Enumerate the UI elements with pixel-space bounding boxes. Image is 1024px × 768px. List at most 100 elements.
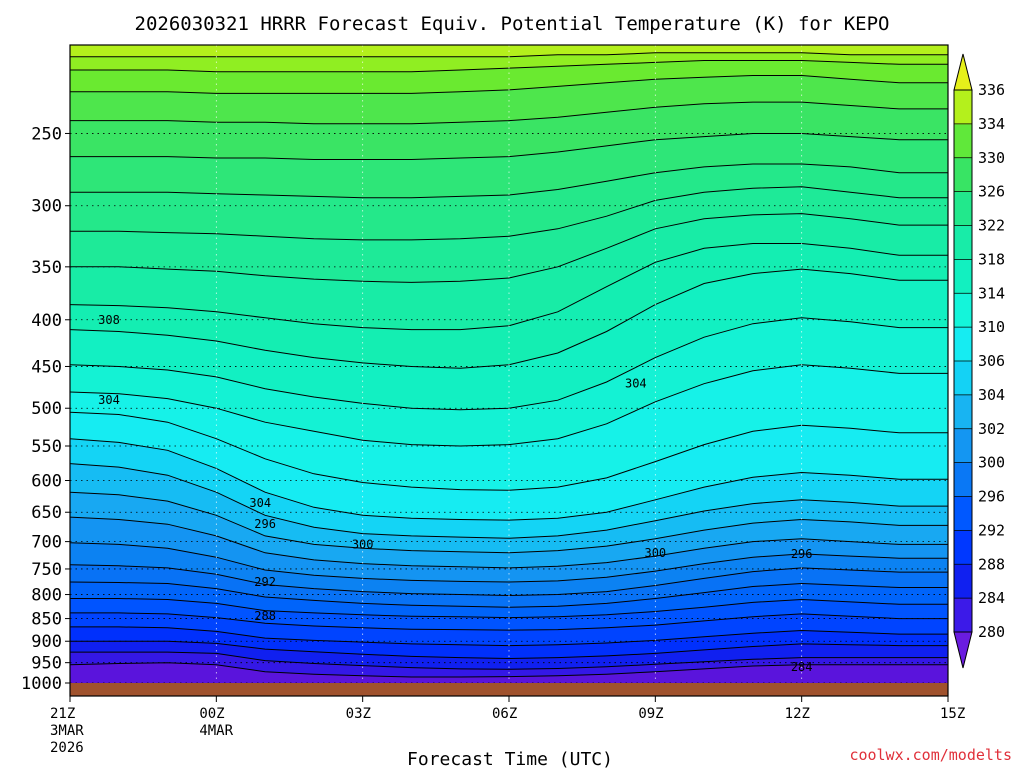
x-tick-date: 4MAR bbox=[199, 723, 233, 739]
theta-e-band bbox=[70, 269, 948, 410]
theta-e-band bbox=[70, 102, 948, 160]
contour-label: 300 bbox=[352, 537, 374, 551]
theta-e-band bbox=[70, 412, 948, 521]
colorbar-label: 280 bbox=[978, 623, 1005, 641]
x-tick-label: 06Z bbox=[492, 706, 517, 722]
theta-e-band bbox=[70, 186, 948, 283]
colorbar-label: 334 bbox=[978, 115, 1005, 133]
y-tick-label: 350 bbox=[31, 258, 62, 278]
contour-label: 284 bbox=[791, 660, 813, 674]
theta-e-band bbox=[70, 463, 948, 553]
contour-label: 288 bbox=[254, 609, 276, 623]
contour-line bbox=[70, 662, 948, 678]
colorbar-segment bbox=[954, 191, 972, 226]
y-tick-label: 700 bbox=[31, 533, 62, 553]
colorbar-segment bbox=[954, 564, 972, 599]
theta-e-band bbox=[70, 164, 948, 240]
y-tick-label: 500 bbox=[31, 399, 62, 419]
colorbar-segment bbox=[954, 462, 972, 497]
colorbar-segment bbox=[954, 123, 972, 159]
colorbar: 280 284 288 292 296 300 302 304 306 310 314 318 322 3… bbox=[953, 53, 1005, 669]
colorbar-segment bbox=[954, 90, 972, 125]
colorbar-segment bbox=[954, 225, 972, 260]
grid-lines bbox=[70, 45, 948, 683]
theta-e-band bbox=[70, 60, 948, 94]
y-tick-label: 250 bbox=[31, 124, 62, 144]
x-tick-label: 00Z bbox=[199, 706, 224, 722]
colorbar-label: 302 bbox=[978, 420, 1005, 438]
colorbar-label: 322 bbox=[978, 217, 1005, 235]
y-tick-label: 900 bbox=[31, 632, 62, 652]
colorbar-label: 314 bbox=[978, 284, 1005, 302]
x-axis-label: Forecast Time (UTC) bbox=[407, 749, 613, 768]
colorbar-segment bbox=[954, 157, 972, 193]
colorbar-label: 336 bbox=[978, 81, 1005, 99]
y-tick-label: 650 bbox=[31, 503, 62, 523]
theta-e-band bbox=[70, 652, 948, 677]
theta-e-band bbox=[70, 542, 948, 596]
colorbar-segment bbox=[954, 496, 972, 531]
contour-label: 296 bbox=[791, 547, 813, 561]
y-axis: 2503003504004505005506006507007508008509… bbox=[21, 124, 70, 694]
theta-e-band bbox=[70, 243, 948, 369]
y-tick-label: 600 bbox=[31, 472, 62, 492]
y-tick-label: 750 bbox=[31, 560, 62, 580]
theta-e-band bbox=[70, 364, 948, 491]
chart-title: 2026030321 HRRR Forecast Equiv. Potentia… bbox=[135, 13, 890, 35]
contour-line bbox=[70, 640, 948, 660]
theta-e-band bbox=[70, 612, 948, 646]
theta-e-band bbox=[70, 598, 948, 631]
theta-e-band bbox=[70, 582, 948, 618]
y-tick-label: 1000 bbox=[21, 674, 62, 694]
plot-area bbox=[70, 45, 948, 683]
x-tick-year: 2026 bbox=[50, 740, 84, 756]
theta-e-band bbox=[70, 133, 948, 198]
contour-label: 292 bbox=[254, 575, 276, 589]
colorbar-extend-top bbox=[953, 53, 973, 91]
colorbar-label: 300 bbox=[978, 454, 1005, 472]
theta-e-band bbox=[70, 317, 948, 446]
colorbar-segment bbox=[954, 293, 972, 328]
colorbar-extend-bottom bbox=[953, 631, 973, 669]
colorbar-label: 284 bbox=[978, 589, 1005, 607]
contour-label: 296 bbox=[254, 517, 276, 531]
contour-line bbox=[70, 438, 948, 521]
colorbar-label: 330 bbox=[978, 149, 1005, 167]
colorbar-segment bbox=[954, 327, 972, 362]
y-tick-label: 850 bbox=[31, 610, 62, 630]
colorbar-label: 310 bbox=[978, 318, 1005, 336]
x-tick-label: 09Z bbox=[638, 706, 663, 722]
contour-label: 300 bbox=[644, 546, 666, 560]
x-tick-label: 03Z bbox=[346, 706, 371, 722]
contour-line bbox=[70, 651, 948, 670]
colorbar-label: 306 bbox=[978, 352, 1005, 370]
ground-strip bbox=[70, 683, 948, 696]
y-tick-label: 550 bbox=[31, 437, 62, 457]
contour-labels: 308 304 304 304 300 300 296 296 292 288 284 bbox=[98, 313, 812, 674]
y-tick-label: 400 bbox=[31, 311, 62, 331]
x-tick-label: 21Z bbox=[50, 706, 75, 722]
theta-e-band bbox=[70, 626, 948, 659]
contour-line bbox=[70, 463, 948, 539]
colorbar-segment bbox=[954, 259, 972, 294]
contour-label: 304 bbox=[625, 377, 647, 391]
contour-line bbox=[70, 186, 948, 241]
colorbar-label: 288 bbox=[978, 555, 1005, 573]
credit-text: coolwx.com/modelts bbox=[849, 746, 1012, 764]
y-tick-label: 800 bbox=[31, 586, 62, 606]
colorbar-segment bbox=[954, 530, 972, 565]
colorbar-segment bbox=[954, 428, 972, 464]
colorbar-label: 296 bbox=[978, 488, 1005, 506]
contour-label: 308 bbox=[98, 313, 120, 327]
colorbar-label: 326 bbox=[978, 183, 1005, 201]
colorbar-segment bbox=[954, 361, 972, 396]
x-tick-date: 3MAR bbox=[50, 723, 84, 739]
theta-e-band bbox=[70, 75, 948, 124]
y-tick-label: 450 bbox=[31, 357, 62, 377]
colorbar-segment bbox=[954, 598, 972, 633]
theta-e-band bbox=[70, 492, 948, 568]
colorbar-label: 304 bbox=[978, 386, 1005, 404]
theta-e-band bbox=[70, 213, 948, 330]
x-tick-label: 15Z bbox=[940, 706, 965, 722]
